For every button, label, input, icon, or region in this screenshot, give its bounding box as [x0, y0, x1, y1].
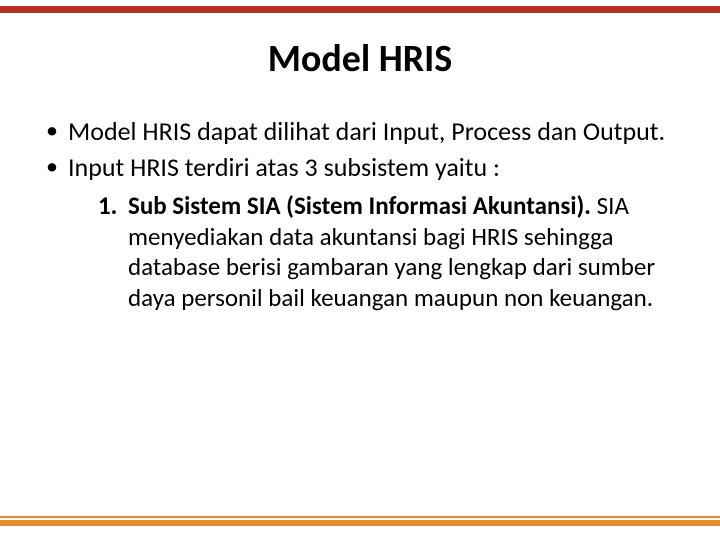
bottom-accent-rule [0, 518, 720, 526]
bullet-text: Input HRIS terdiri atas 3 subsistem yait… [68, 151, 500, 183]
slide-content: Model HRIS Model HRIS dapat dilihat dari… [0, 30, 720, 317]
sublist-item: Sub Sistem SIA (Sistem Informasi Akuntan… [98, 191, 684, 313]
bullet-item: Model HRIS dapat dilihat dari Input, Pro… [42, 116, 684, 148]
bullet-list: Model HRIS dapat dilihat dari Input, Pro… [36, 116, 684, 313]
sublist-heading: Sub Sistem SIA (Sistem Informasi Akuntan… [128, 190, 591, 221]
numbered-sublist: Sub Sistem SIA (Sistem Informasi Akuntan… [68, 191, 684, 313]
bullet-item: Input HRIS terdiri atas 3 subsistem yait… [42, 152, 684, 314]
top-accent-rule [0, 6, 720, 13]
slide-title: Model HRIS [36, 36, 684, 82]
